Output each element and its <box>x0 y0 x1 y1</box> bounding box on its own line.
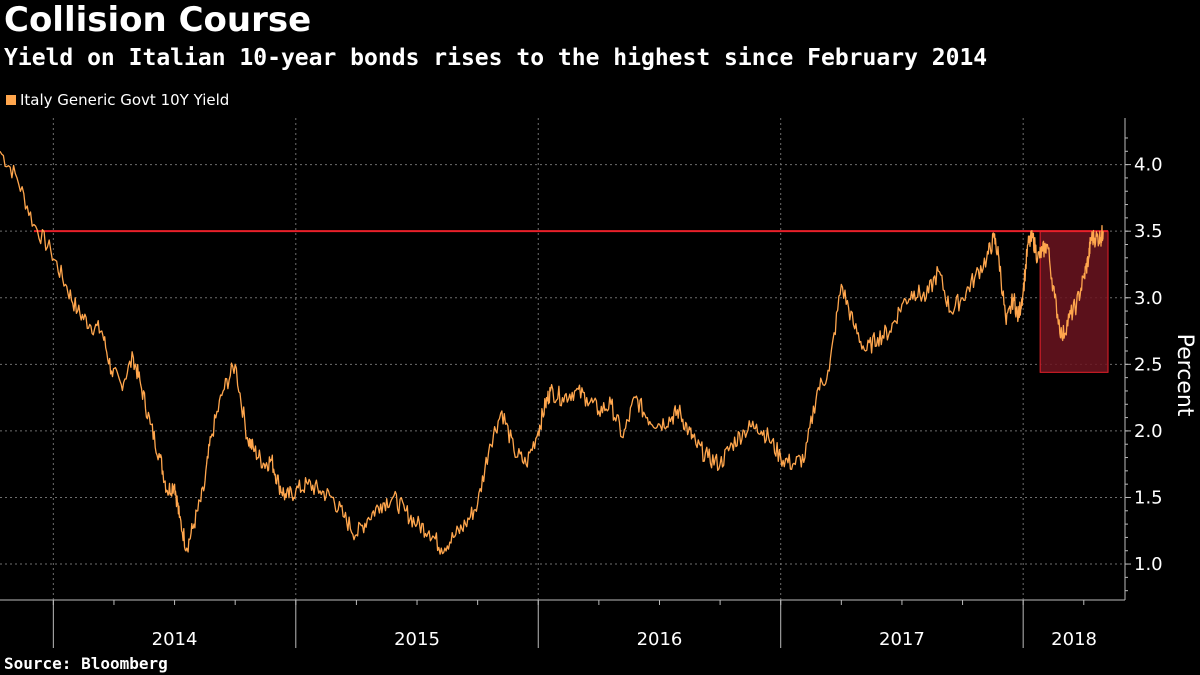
legend-swatch <box>6 95 16 105</box>
y-tick-label: 2.0 <box>1134 421 1163 442</box>
series-line-italy-10y <box>0 150 1104 555</box>
legend: Italy Generic Govt 10Y Yield <box>6 91 229 109</box>
y-axis-label: Percent <box>1172 334 1197 417</box>
x-tick-label: 2017 <box>879 629 925 650</box>
x-tick-label: 2018 <box>1051 629 1097 650</box>
y-tick-label: 2.5 <box>1134 354 1163 375</box>
grid <box>0 118 1125 600</box>
axes: 1.0 1.5 2.0 2.5 3.0 3.5 4.0 2014 2015 2016 2017 201… <box>0 118 1163 650</box>
y-tick-label: 1.0 <box>1134 554 1163 575</box>
chart-subtitle: Yield on Italian 10-year bonds rises to … <box>4 45 988 71</box>
x-tick-label: 2016 <box>637 629 683 650</box>
source-note: Source: Bloomberg <box>4 654 168 673</box>
x-tick-label: 2014 <box>152 629 198 650</box>
legend-label: Italy Generic Govt 10Y Yield <box>20 91 230 109</box>
x-tick-label: 2015 <box>394 629 440 650</box>
y-tick-label: 3.5 <box>1134 221 1163 242</box>
y-tick-label: 4.0 <box>1134 155 1163 176</box>
y-tick-label: 1.5 <box>1134 487 1163 508</box>
chart-title: Collision Course <box>4 0 312 40</box>
y-tick-label: 3.0 <box>1134 288 1163 309</box>
